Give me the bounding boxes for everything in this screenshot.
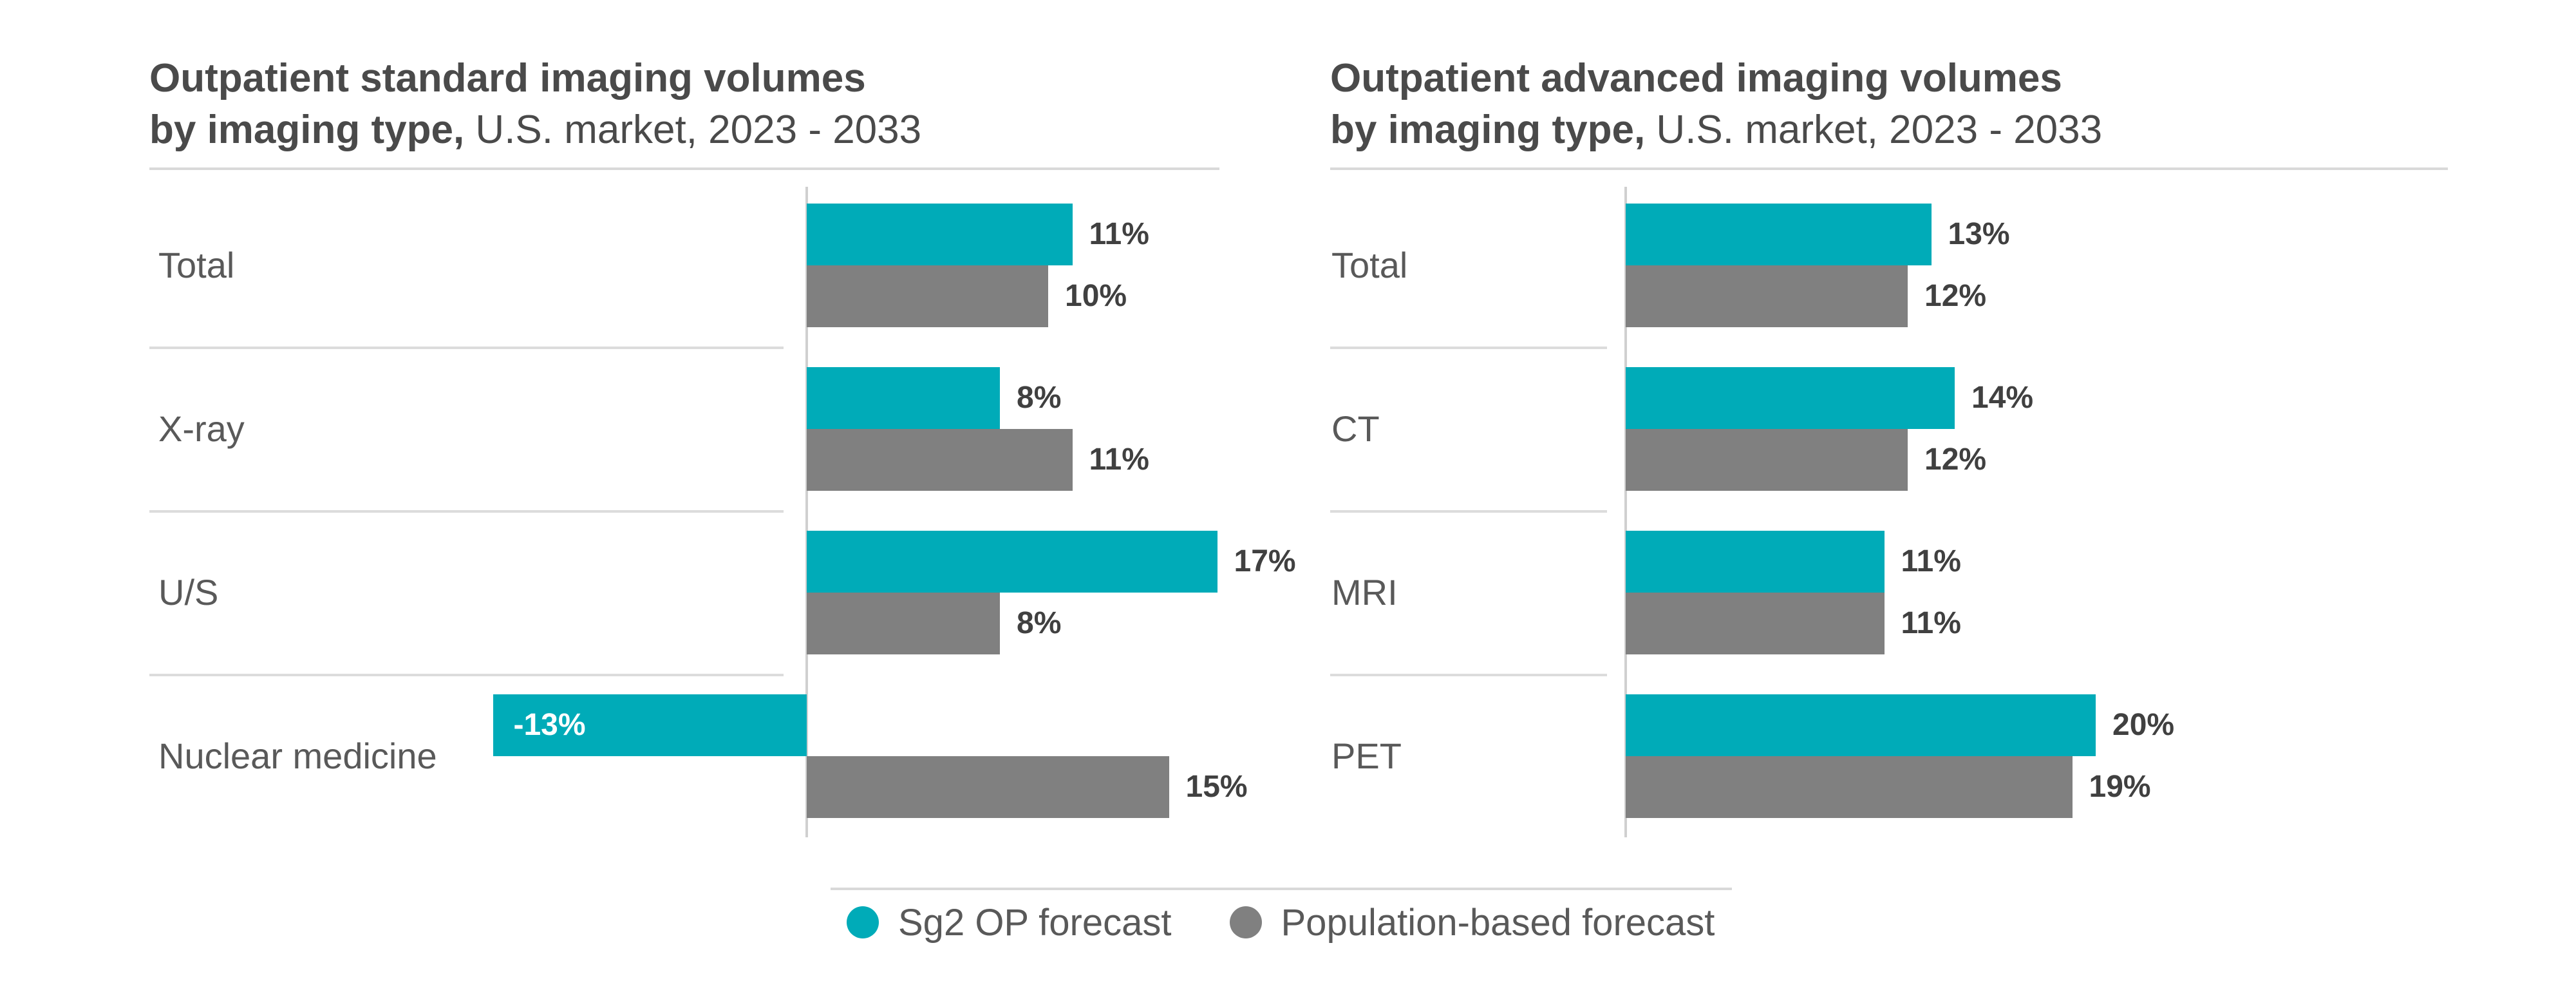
title-bold-line2: by imaging type,: [1330, 108, 1646, 152]
legend-swatch-population: [1229, 906, 1262, 938]
title-bold-line1: Outpatient standard imaging volumes: [149, 56, 866, 100]
title-rest: U.S. market, 2023 - 2033: [1645, 108, 2103, 152]
bar-sg2-forecast: [1626, 367, 1955, 429]
data-label: 8%: [1017, 381, 1062, 415]
data-label: 14%: [1971, 381, 2034, 415]
data-label: 12%: [1924, 442, 1987, 477]
bar-population-forecast: [807, 265, 1048, 327]
bar-sg2-forecast: [1626, 531, 1885, 593]
bar-sg2-forecast: [807, 204, 1073, 265]
legend: Sg2 OP forecast Population-based forecas…: [847, 897, 1772, 948]
data-label: 12%: [1924, 279, 1987, 313]
category-label: X-ray: [158, 408, 245, 449]
row-divider: [1330, 510, 1607, 513]
title-divider: [149, 167, 1219, 170]
category-label: CT: [1331, 408, 1380, 449]
bar-population-forecast: [1626, 756, 2073, 818]
title-bold-line1: Outpatient advanced imaging volumes: [1330, 56, 2062, 100]
legend-divider: [831, 888, 1732, 890]
zero-axis-line: [805, 187, 808, 837]
row-divider: [149, 674, 784, 676]
row-divider: [149, 510, 784, 513]
bar-sg2-forecast: [807, 531, 1217, 593]
chart-title-standard: Outpatient standard imaging volumes by i…: [149, 53, 921, 156]
row-divider: [149, 347, 784, 349]
data-label: 19%: [2089, 770, 2151, 804]
bar-population-forecast: [807, 756, 1169, 818]
data-label: 17%: [1234, 544, 1296, 578]
legend-swatch-forecast: [847, 906, 879, 938]
title-divider: [1330, 167, 2448, 170]
bar-sg2-forecast: [807, 367, 1000, 429]
legend-item-population: Population-based forecast: [1229, 901, 1715, 944]
data-label: 10%: [1065, 279, 1127, 313]
legend-item-forecast: Sg2 OP forecast: [847, 901, 1172, 944]
bar-population-forecast: [807, 593, 1000, 654]
category-label: U/S: [158, 572, 219, 613]
title-bold-line2: by imaging type,: [149, 108, 465, 152]
data-label: 11%: [1901, 606, 1961, 640]
zero-axis-line: [1624, 187, 1627, 837]
category-label: PET: [1331, 736, 1402, 776]
bar-population-forecast: [807, 429, 1073, 491]
legend-label-forecast: Sg2 OP forecast: [898, 901, 1172, 944]
row-divider: [1330, 674, 1607, 676]
category-label: Nuclear medicine: [158, 736, 437, 776]
bar-sg2-forecast: [1626, 204, 1932, 265]
title-rest: U.S. market, 2023 - 2033: [464, 108, 922, 152]
category-label: MRI: [1331, 572, 1398, 613]
bar-population-forecast: [1626, 593, 1885, 654]
row-divider: [1330, 347, 1607, 349]
data-label: 8%: [1017, 606, 1062, 640]
data-label: 11%: [1089, 217, 1149, 251]
data-label: 20%: [2112, 708, 2175, 742]
data-label: 13%: [1948, 217, 2010, 251]
legend-label-population: Population-based forecast: [1281, 901, 1715, 944]
data-label: 11%: [1901, 544, 1961, 578]
category-label: Total: [158, 245, 235, 285]
bar-population-forecast: [1626, 265, 1908, 327]
bar-sg2-forecast: [493, 694, 807, 756]
category-label: Total: [1331, 245, 1408, 285]
data-label: -13%: [513, 708, 586, 742]
bar-population-forecast: [1626, 429, 1908, 491]
data-label: 15%: [1185, 770, 1248, 804]
chart-title-advanced: Outpatient advanced imaging volumes by i…: [1330, 53, 2102, 156]
bar-sg2-forecast: [1626, 694, 2096, 756]
data-label: 11%: [1089, 442, 1149, 477]
